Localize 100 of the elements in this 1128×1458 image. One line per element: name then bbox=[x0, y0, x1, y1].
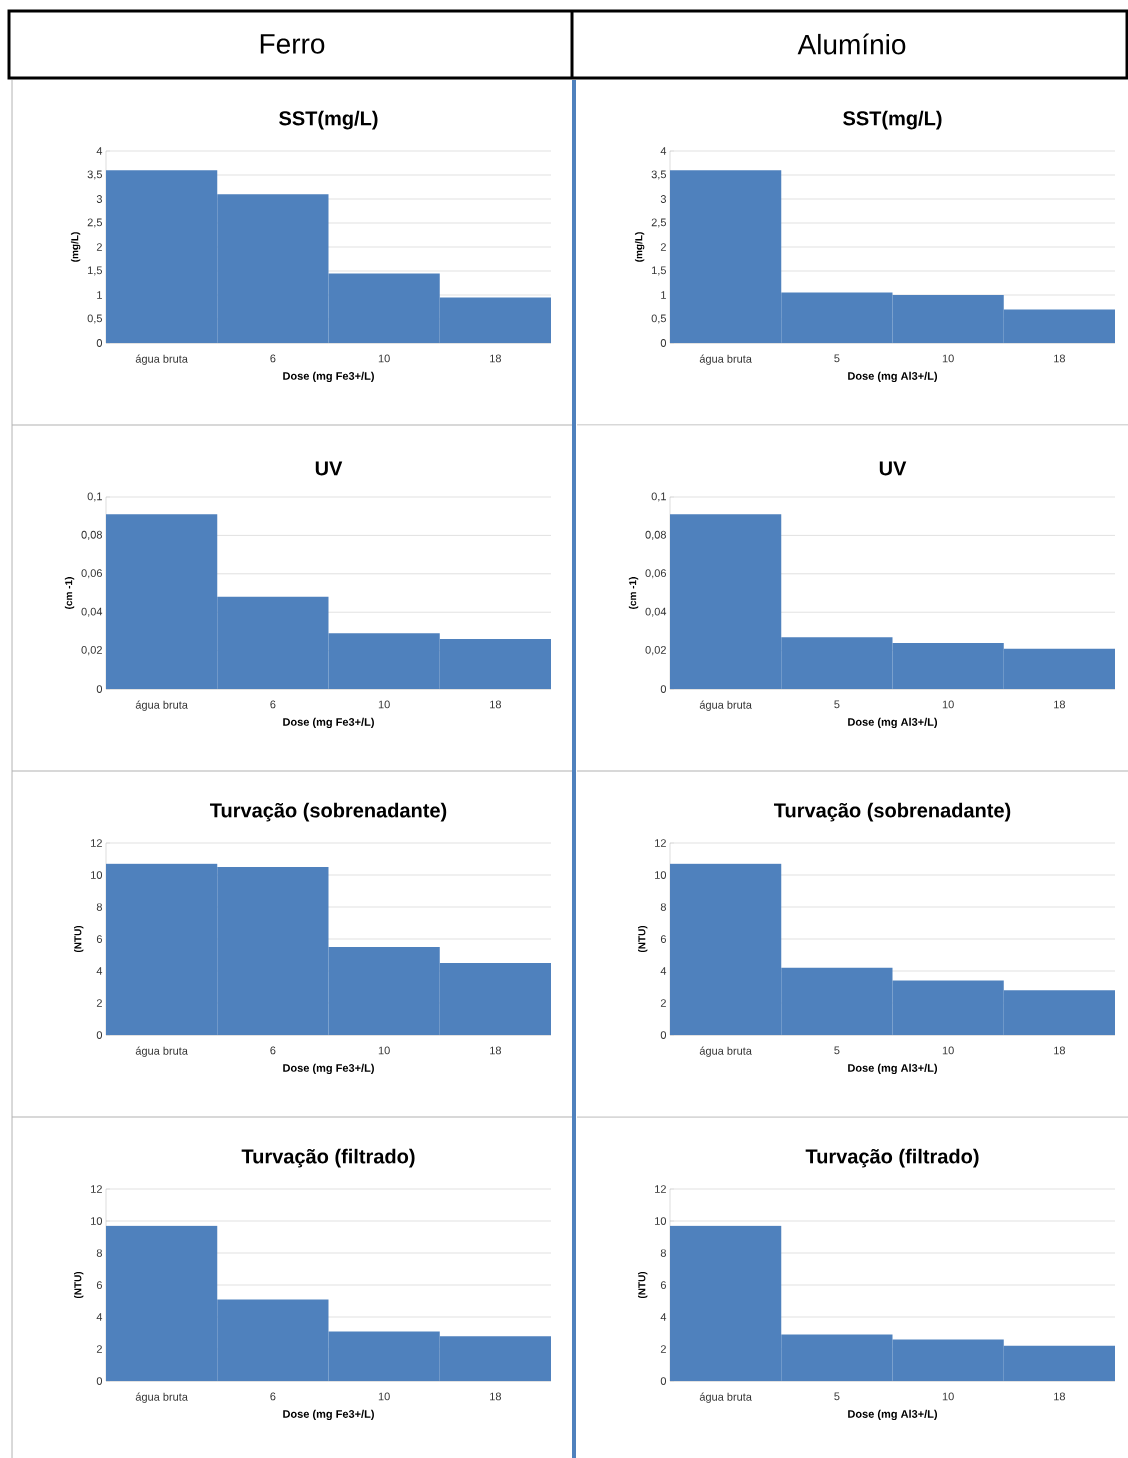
y-tick-label: 4 bbox=[96, 1313, 103, 1321]
x-tick-label: 10 bbox=[942, 1392, 954, 1401]
y-tick-label: 12 bbox=[655, 1185, 666, 1193]
y-tick-label: 0,08 bbox=[645, 530, 666, 540]
y-tick-label: 0,1 bbox=[87, 492, 102, 502]
x-tick-label: 10 bbox=[378, 354, 390, 363]
x-tick-label: 18 bbox=[490, 1046, 501, 1055]
x-tick-label: 5 bbox=[834, 1046, 840, 1055]
y-tick-label: 0 bbox=[660, 339, 667, 347]
y-tick-label: 4 bbox=[96, 147, 103, 155]
y-tick-label: 12 bbox=[91, 1185, 102, 1193]
chart-title: UV bbox=[315, 461, 343, 476]
y-tick-label: 0 bbox=[660, 685, 667, 693]
x-tick-label: 10 bbox=[942, 1046, 954, 1055]
y-tick-label: 1 bbox=[661, 291, 666, 299]
y-axis-title: (NTU) bbox=[74, 925, 84, 953]
x-tick-label: 6 bbox=[270, 354, 276, 363]
chart-title: Turvação (filtrado) bbox=[241, 1148, 415, 1168]
chart-title: UV bbox=[879, 461, 907, 476]
y-tick-label: 10 bbox=[655, 1217, 667, 1225]
x-tick-label: água bruta bbox=[699, 1392, 752, 1403]
x-tick-label: água bruta bbox=[699, 354, 752, 365]
chart-title: SST(mg/L) bbox=[843, 110, 942, 130]
x-tick-label: 18 bbox=[1054, 1046, 1066, 1055]
y-tick-label: 10 bbox=[655, 871, 667, 879]
x-tick-label: 10 bbox=[942, 700, 954, 709]
y-tick-label: 2 bbox=[96, 1345, 102, 1353]
y-tick-label: 2 bbox=[660, 243, 666, 251]
y-tick-label: 0,04 bbox=[81, 607, 103, 617]
x-tick-label: água bruta bbox=[135, 354, 188, 365]
x-axis-title: Dose (mg Fe3+/L) bbox=[283, 1063, 374, 1075]
x-tick-label: 6 bbox=[270, 1046, 276, 1055]
x-tick-label: água bruta bbox=[699, 1046, 752, 1057]
x-tick-label: 18 bbox=[1054, 700, 1066, 709]
y-tick-label: 10 bbox=[91, 1217, 103, 1225]
y-tick-label: 8 bbox=[660, 1249, 666, 1257]
x-axis-title: Dose (mg Fe3+/L) bbox=[283, 371, 374, 383]
x-tick-label: água bruta bbox=[135, 1046, 188, 1057]
y-tick-label: 0,1 bbox=[651, 492, 666, 502]
y-tick-label: 0,06 bbox=[645, 569, 666, 579]
y-tick-label: 12 bbox=[655, 839, 666, 847]
y-tick-label: 0 bbox=[660, 1031, 667, 1039]
y-tick-label: 8 bbox=[660, 903, 666, 911]
y-axis-title: (cm -1) bbox=[628, 577, 639, 609]
y-tick-label: 2,5 bbox=[651, 218, 666, 228]
y-axis-title: (NTU) bbox=[74, 1271, 84, 1299]
y-tick-label: 0,06 bbox=[81, 569, 102, 579]
y-tick-label: 10 bbox=[91, 871, 103, 879]
y-tick-label: 6 bbox=[96, 935, 102, 943]
y-tick-label: 2 bbox=[660, 1345, 666, 1353]
y-tick-label: 8 bbox=[96, 1249, 102, 1257]
y-axis-title: (cm -1) bbox=[64, 577, 75, 609]
y-tick-label: 0 bbox=[96, 1377, 103, 1385]
y-tick-label: 12 bbox=[91, 839, 102, 847]
y-tick-label: 2 bbox=[660, 999, 666, 1007]
chart-title: Turvação (filtrado) bbox=[805, 1148, 979, 1168]
y-tick-label: 0,02 bbox=[81, 646, 102, 656]
y-tick-label: 6 bbox=[660, 1281, 666, 1289]
x-tick-label: 5 bbox=[834, 1392, 840, 1401]
x-tick-label: água bruta bbox=[135, 1392, 188, 1403]
x-tick-label: 10 bbox=[378, 1046, 390, 1055]
y-tick-label: 4 bbox=[660, 967, 667, 975]
text: Alumínio bbox=[797, 33, 906, 55]
y-tick-label: 0,5 bbox=[651, 314, 666, 324]
y-tick-label: 3 bbox=[96, 195, 102, 203]
y-tick-label: 2 bbox=[96, 999, 102, 1007]
y-tick-label: 0,5 bbox=[87, 314, 102, 324]
x-tick-label: água bruta bbox=[135, 700, 188, 711]
y-tick-label: 0,04 bbox=[645, 607, 667, 617]
y-tick-label: 3,5 bbox=[651, 170, 666, 180]
y-tick-label: 2 bbox=[96, 243, 102, 251]
x-axis-title: Dose (mg Al3+/L) bbox=[848, 371, 938, 383]
y-tick-label: 3,5 bbox=[87, 170, 102, 180]
y-tick-label: 4 bbox=[660, 147, 667, 155]
text: Ferro bbox=[260, 34, 325, 54]
x-axis-title: Dose (mg Fe3+/L) bbox=[283, 717, 374, 729]
x-tick-label: 10 bbox=[378, 700, 390, 709]
y-axis-title: (mg/L) bbox=[634, 232, 645, 262]
y-tick-label: 0 bbox=[96, 685, 103, 693]
x-tick-label: 18 bbox=[490, 700, 501, 709]
y-tick-label: 0,02 bbox=[645, 646, 666, 656]
x-tick-label: 10 bbox=[942, 354, 954, 363]
y-tick-label: 3 bbox=[660, 195, 666, 203]
y-tick-label: 1,5 bbox=[88, 266, 102, 276]
x-axis-title: Dose (mg Al3+/L) bbox=[848, 717, 938, 729]
y-axis-title: (NTU) bbox=[638, 1271, 648, 1299]
y-tick-label: 0 bbox=[96, 1031, 103, 1039]
y-axis-title: (mg/L) bbox=[70, 232, 81, 262]
chart-title: Turvação (sobrenadante) bbox=[773, 802, 1011, 822]
x-tick-label: 18 bbox=[490, 354, 501, 363]
y-tick-label: 6 bbox=[96, 1281, 102, 1289]
y-tick-label: 4 bbox=[660, 1313, 667, 1321]
x-axis-title: Dose (mg Al3+/L) bbox=[848, 1063, 938, 1075]
y-tick-label: 4 bbox=[96, 967, 103, 975]
y-tick-label: 6 bbox=[660, 935, 666, 943]
x-tick-label: 5 bbox=[834, 700, 840, 709]
y-tick-label: 1 bbox=[97, 291, 102, 299]
x-tick-label: 6 bbox=[270, 1392, 276, 1401]
x-tick-label: 18 bbox=[1054, 1392, 1066, 1401]
chart-title: SST(mg/L) bbox=[279, 110, 378, 130]
